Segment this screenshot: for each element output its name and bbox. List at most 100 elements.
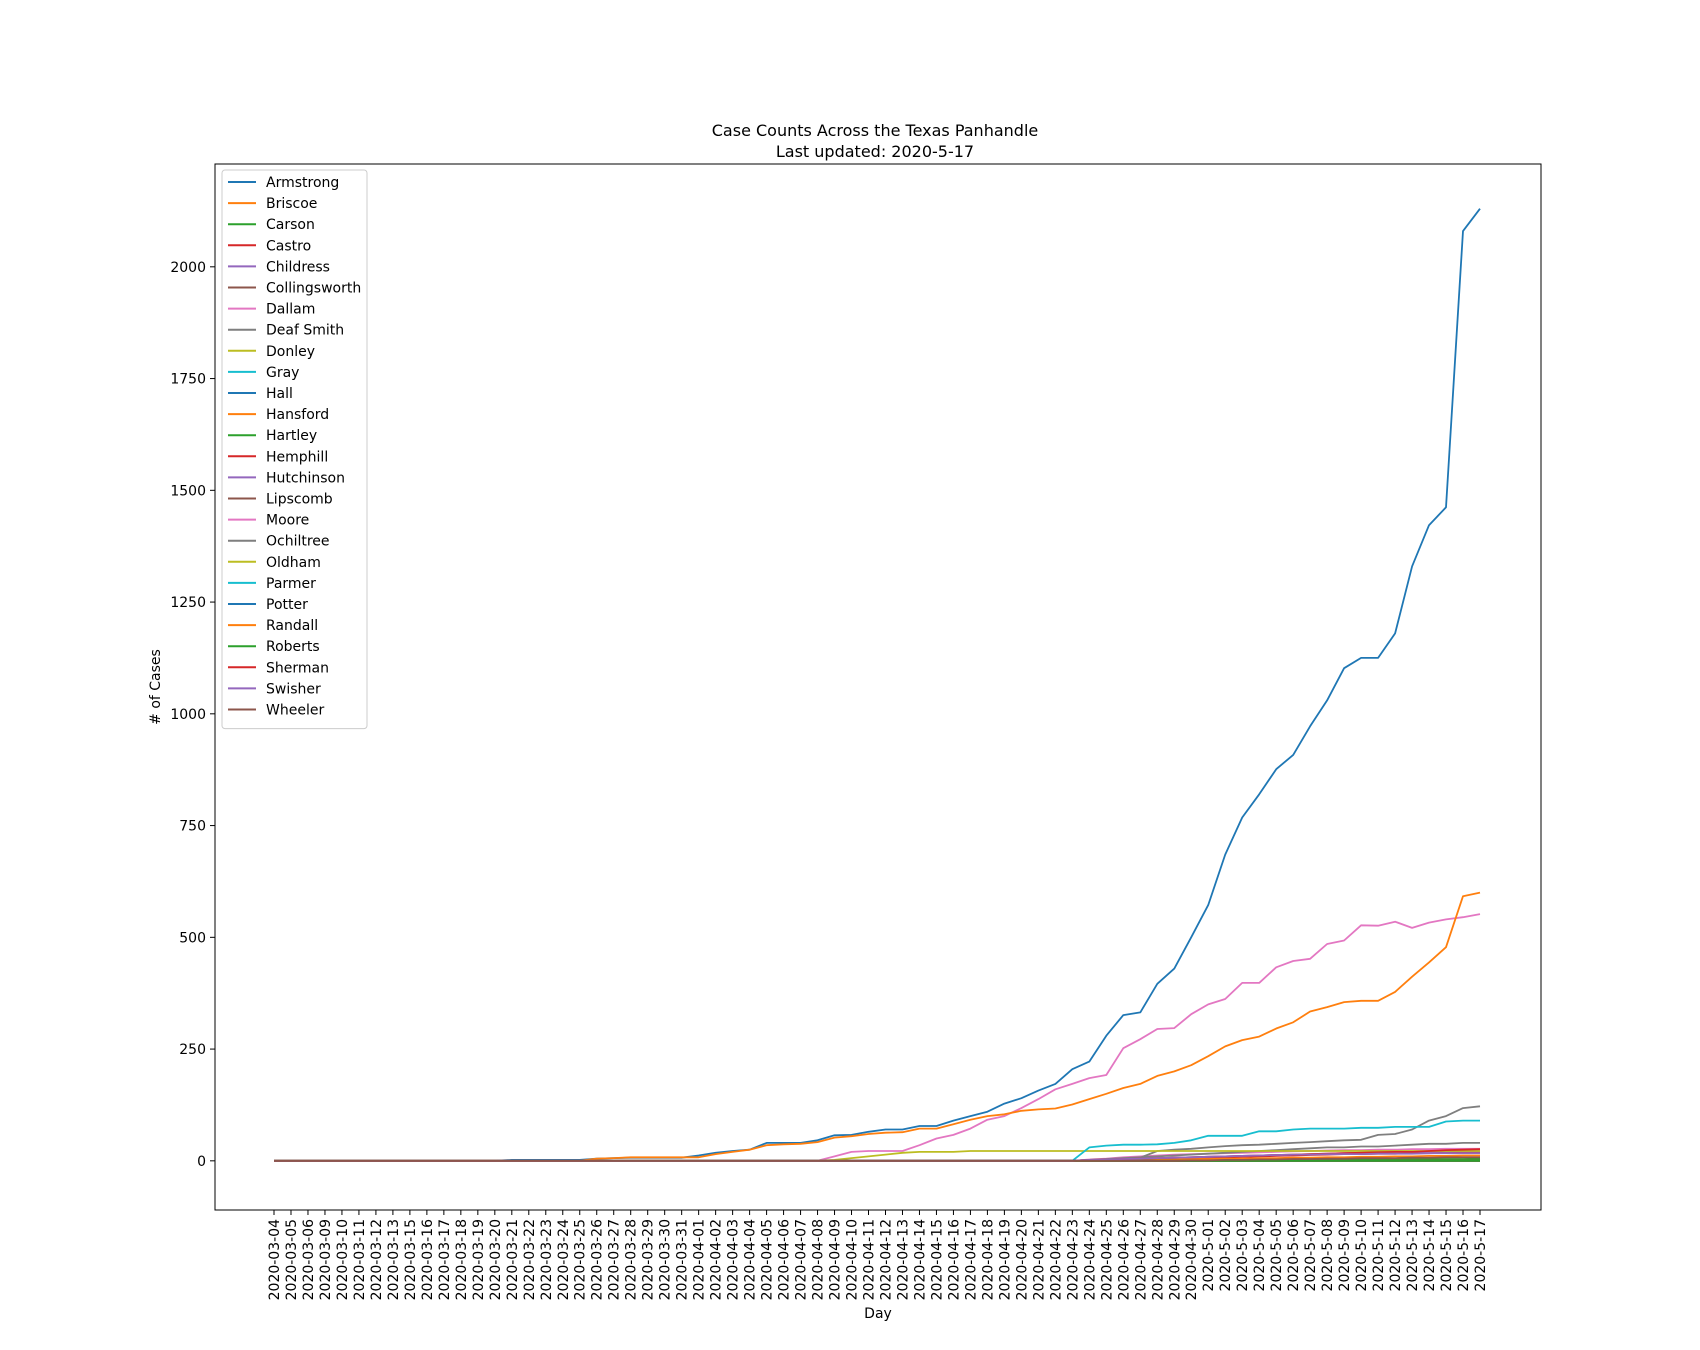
x-tick-label: 2020-03-04 xyxy=(267,1219,283,1300)
legend-label: Donley xyxy=(266,344,315,360)
x-tick-label: 2020-5-06 xyxy=(1286,1219,1302,1292)
x-tick-label: 2020-03-06 xyxy=(301,1219,317,1300)
legend-label: Randall xyxy=(266,618,318,634)
x-tick-label: 2020-03-31 xyxy=(675,1219,691,1300)
x-tick-label: 2020-5-01 xyxy=(1201,1219,1217,1291)
x-tick-label: 2020-5-09 xyxy=(1337,1219,1353,1291)
legend-label: Armstrong xyxy=(266,175,339,191)
series-line-moore xyxy=(274,913,1481,1162)
x-tick-label: 2020-03-27 xyxy=(607,1219,623,1300)
x-tick-label: 2020-04-17 xyxy=(963,1219,979,1300)
x-tick-label: 2020-03-28 xyxy=(624,1219,640,1300)
x-tick-label: 2020-5-05 xyxy=(1269,1219,1285,1291)
x-tick-label: 2020-04-25 xyxy=(1099,1219,1115,1300)
legend-label: Parmer xyxy=(266,576,316,592)
x-tick-label: 2020-04-13 xyxy=(896,1219,912,1300)
x-tick-label: 2020-03-18 xyxy=(454,1219,470,1300)
legend-label: Roberts xyxy=(266,639,320,655)
legend-label: Lipscomb xyxy=(266,492,333,508)
x-tick-label: 2020-5-12 xyxy=(1388,1219,1404,1291)
x-tick-label: 2020-5-02 xyxy=(1218,1219,1234,1291)
x-tick-label: 2020-04-15 xyxy=(930,1219,946,1300)
legend-label: Sherman xyxy=(266,660,329,676)
x-tick-label: 2020-04-09 xyxy=(828,1219,844,1300)
y-tick-label: 500 xyxy=(179,930,206,946)
x-tick-label: 2020-04-22 xyxy=(1048,1219,1064,1300)
x-tick-label: 2020-5-15 xyxy=(1439,1219,1455,1291)
x-tick-label: 2020-04-01 xyxy=(692,1219,708,1300)
legend-box xyxy=(221,169,368,730)
x-tick-label: 2020-03-16 xyxy=(420,1219,436,1300)
x-tick-label: 2020-04-06 xyxy=(777,1219,793,1300)
x-tick-label: 2020-03-25 xyxy=(573,1219,589,1300)
legend-label: Hutchinson xyxy=(266,470,345,486)
x-tick-label: 2020-5-07 xyxy=(1303,1219,1319,1291)
legend-label: Hansford xyxy=(266,407,329,423)
chart-title: Case Counts Across the Texas Panhandle xyxy=(712,121,1038,140)
x-tick-label: 2020-03-29 xyxy=(641,1219,657,1300)
x-tick-label: 2020-03-24 xyxy=(556,1219,572,1300)
legend-label: Moore xyxy=(266,513,309,529)
x-tick-label: 2020-04-23 xyxy=(1065,1219,1081,1300)
legend-label: Hemphill xyxy=(266,449,328,465)
x-tick-label: 2020-04-24 xyxy=(1082,1219,1098,1300)
x-tick-label: 2020-03-22 xyxy=(522,1219,538,1300)
x-tick-label: 2020-04-11 xyxy=(862,1219,878,1300)
legend-label: Hall xyxy=(266,386,293,402)
series-line-wheeler xyxy=(274,1156,1480,1162)
legend-label: Briscoe xyxy=(266,196,317,212)
y-axis-ticks: 0 250 500 750 1000 1250 1500 1750 2000 xyxy=(170,260,215,1170)
legend-label: Gray xyxy=(266,365,299,381)
legend-label: Ochiltree xyxy=(266,534,330,550)
x-tick-label: 2020-03-17 xyxy=(437,1219,453,1300)
x-tick-label: 2020-04-21 xyxy=(1031,1219,1047,1300)
legend-label: Deaf Smith xyxy=(266,323,344,339)
x-tick-label: 2020-04-07 xyxy=(794,1219,810,1300)
x-tick-label: 2020-04-26 xyxy=(1116,1219,1132,1300)
series-line-randall xyxy=(274,891,1481,1162)
x-tick-label: 2020-04-30 xyxy=(1184,1219,1200,1300)
x-tick-label: 2020-04-14 xyxy=(913,1219,929,1300)
x-tick-label: 2020-04-02 xyxy=(709,1219,725,1300)
x-tick-label: 2020-04-08 xyxy=(811,1219,827,1300)
x-tick-label: 2020-04-12 xyxy=(879,1219,895,1300)
legend-label: Swisher xyxy=(266,681,321,697)
y-tick-label: 0 xyxy=(197,1154,206,1170)
y-tick-label: 1000 xyxy=(170,707,206,723)
x-tick-label: 2020-04-10 xyxy=(845,1219,861,1300)
x-tick-label: 2020-04-19 xyxy=(997,1219,1013,1300)
x-tick-label: 2020-5-08 xyxy=(1320,1219,1336,1291)
legend-label: Dallam xyxy=(266,302,315,318)
chart-subtitle: Last updated: 2020-5-17 xyxy=(776,142,974,161)
y-tick-label: 250 xyxy=(179,1042,206,1058)
legend-label: Carson xyxy=(266,217,315,233)
legend-label: Oldham xyxy=(266,555,321,571)
x-axis-ticks: 2020-03-04 2020-03-05 2020-03-06 2020-03-09… xyxy=(267,1210,1489,1300)
x-tick-label: 2020-03-20 xyxy=(488,1219,504,1300)
legend-label: Childress xyxy=(266,259,330,275)
x-tick-label: 2020-5-10 xyxy=(1354,1219,1370,1291)
x-tick-label: 2020-03-11 xyxy=(352,1219,368,1300)
y-tick-label: 750 xyxy=(179,819,206,835)
y-tick-label: 1250 xyxy=(170,595,206,611)
legend-label: Wheeler xyxy=(266,703,324,719)
x-tick-label: 2020-03-19 xyxy=(471,1219,487,1300)
x-tick-label: 2020-04-20 xyxy=(1014,1219,1030,1300)
x-tick-label: 2020-03-13 xyxy=(386,1219,402,1300)
x-tick-label: 2020-03-12 xyxy=(369,1219,385,1300)
legend: Armstrong Briscoe Carson Castro Childress Col… xyxy=(221,169,368,730)
x-tick-label: 2020-04-16 xyxy=(946,1219,962,1300)
y-axis-label: # of Cases xyxy=(148,649,164,725)
x-tick-label: 2020-04-28 xyxy=(1150,1219,1166,1300)
x-tick-label: 2020-04-27 xyxy=(1133,1219,1149,1300)
x-tick-label: 2020-5-17 xyxy=(1473,1219,1489,1291)
x-tick-label: 2020-03-05 xyxy=(284,1219,300,1300)
x-tick-label: 2020-03-15 xyxy=(403,1219,419,1300)
x-tick-label: 2020-5-13 xyxy=(1405,1219,1421,1291)
x-tick-label: 2020-5-14 xyxy=(1422,1219,1438,1292)
x-tick-label: 2020-03-26 xyxy=(590,1219,606,1300)
x-axis-label: Day xyxy=(864,1306,892,1322)
series-lines xyxy=(274,208,1481,1162)
y-tick-label: 2000 xyxy=(170,260,206,276)
